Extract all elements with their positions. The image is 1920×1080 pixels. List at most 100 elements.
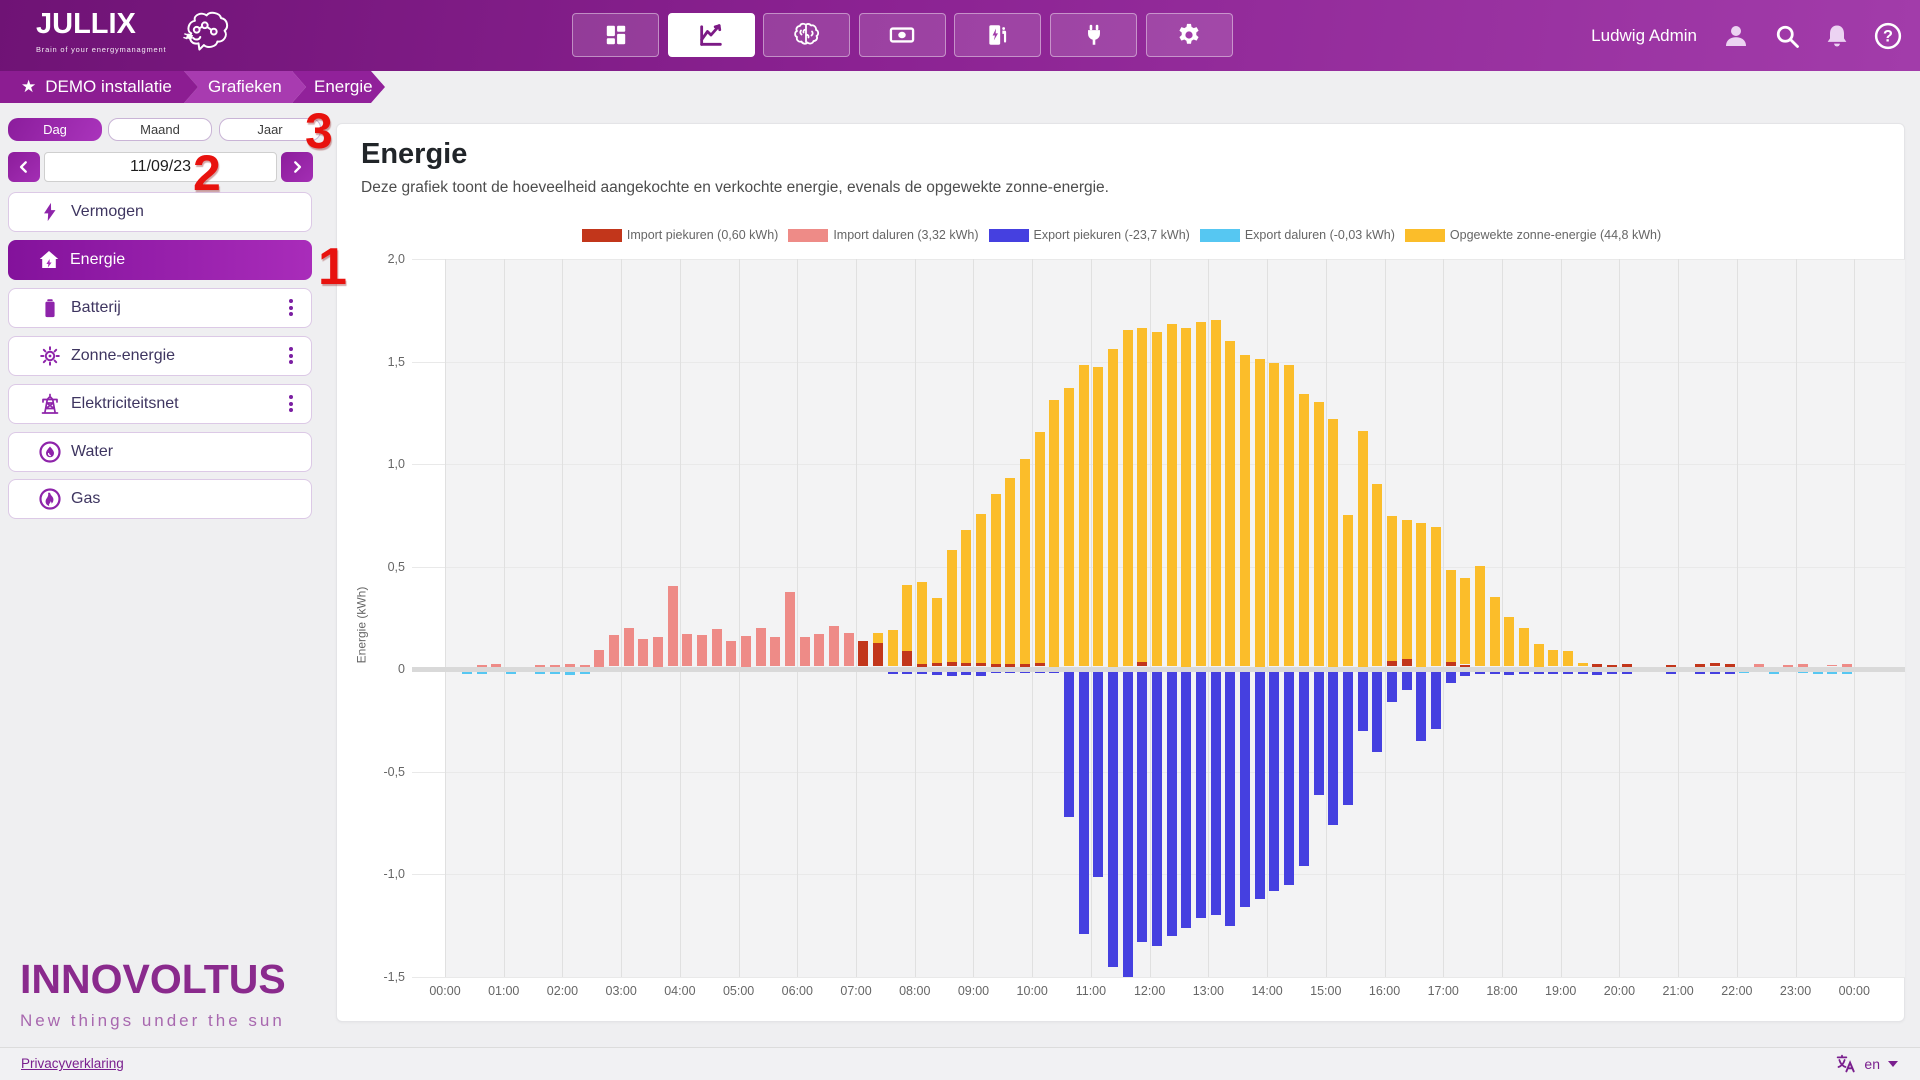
bar-segment	[931, 663, 942, 667]
annotation-1: 1	[318, 238, 347, 296]
chevron-left-icon	[19, 161, 27, 173]
bar-segment	[1621, 671, 1632, 674]
user-profile-icon[interactable]	[1721, 21, 1751, 51]
y-axis-tick: -0,5	[383, 764, 405, 779]
privacy-link[interactable]: Privacyverklaring	[21, 1056, 124, 1071]
sidebar-item-batterij[interactable]: Batterij	[8, 287, 312, 328]
date-next-button[interactable]	[281, 152, 313, 182]
bar-segment	[1152, 671, 1162, 947]
bar-segment	[1122, 671, 1133, 977]
bar-segment	[990, 664, 1001, 667]
help-icon[interactable]: ?	[1873, 21, 1903, 51]
bar-segment	[1328, 418, 1339, 667]
nav-button-chart[interactable]	[667, 13, 755, 57]
bar-segment	[799, 636, 810, 667]
bar-segment	[1592, 671, 1603, 675]
bar-segment	[1093, 671, 1104, 877]
x-axis-tick: 19:00	[1545, 984, 1577, 998]
item-options-menu[interactable]	[285, 343, 297, 368]
breadcrumb: ★ DEMO installatie Grafieken Energie	[0, 71, 1920, 103]
bar-segment	[1797, 671, 1808, 674]
bar-segment	[1460, 664, 1471, 667]
legend-label: Import piekuren (0,60 kWh)	[626, 228, 779, 242]
gridline-v	[1619, 259, 1621, 977]
breadcrumb-energie[interactable]: Energie	[292, 71, 385, 103]
bar-segment	[1005, 671, 1016, 674]
breadcrumb-grafieken[interactable]: Grafieken	[184, 71, 306, 103]
legend-item[interactable]: Import piekuren (0,60 kWh)	[581, 228, 779, 242]
app-logo[interactable]: JULLIX Brain of your energymanagment	[36, 8, 229, 54]
date-input[interactable]	[44, 152, 277, 182]
logo-tagline: Brain of your energymanagment	[36, 45, 167, 54]
y-axis-title: Energie (kWh)	[354, 586, 369, 664]
sidebar-item-energie[interactable]: Energie	[8, 239, 312, 280]
gas-flame-icon	[38, 487, 62, 511]
gridline-v	[973, 259, 975, 977]
sidebar-item-label: Batterij	[71, 298, 121, 316]
sidebar-item-water[interactable]: Water	[8, 431, 312, 472]
gear-icon	[1179, 23, 1199, 44]
bar-segment	[740, 636, 751, 667]
bar-segment	[1137, 671, 1148, 943]
sidebar-item-elektriciteitsnet[interactable]: Elektriciteitsnet	[8, 383, 312, 424]
bar-segment	[682, 633, 693, 667]
bar-segment	[1841, 664, 1852, 667]
sidebar-item-vermogen[interactable]: Vermogen	[8, 192, 312, 232]
user-name[interactable]: Ludwig Admin	[1591, 25, 1697, 45]
item-options-menu[interactable]	[285, 391, 297, 416]
y-axis-tick: 1,5	[387, 354, 405, 369]
date-prev-button[interactable]	[8, 152, 40, 182]
nav-button-ev-charger[interactable]	[954, 13, 1042, 57]
bar-segment	[917, 582, 928, 664]
breadcrumb-installation[interactable]: ★ DEMO installatie	[0, 71, 198, 103]
annotation-3: 3	[305, 103, 333, 159]
legend-item[interactable]: Opgewekte zonne-energie (44,8 kWh)	[1404, 228, 1661, 242]
item-options-menu[interactable]	[285, 295, 297, 320]
bar-segment	[1049, 671, 1060, 674]
nav-button-plug[interactable]	[1050, 13, 1137, 57]
legend-swatch	[1199, 228, 1240, 242]
star-icon: ★	[21, 77, 37, 96]
legend-item[interactable]: Export piekuren (-23,7 kWh)	[988, 228, 1190, 242]
bar-segment	[946, 662, 957, 667]
sidebar-item-label: Gas	[71, 490, 101, 508]
gridline-v	[1325, 259, 1327, 977]
bar-segment	[1504, 617, 1515, 667]
language-selector[interactable]: en	[1835, 1053, 1898, 1074]
bar-segment	[1005, 664, 1016, 667]
legend-item[interactable]: Import daluren (3,32 kWh)	[788, 228, 979, 242]
tab-maand[interactable]: Maand	[108, 118, 212, 141]
bar-segment	[843, 633, 854, 667]
bar-segment	[564, 671, 575, 675]
x-axis-tick: 21:00	[1662, 984, 1694, 998]
bar-segment	[1284, 365, 1295, 667]
bar-segment	[1107, 671, 1118, 967]
bar-segment	[961, 663, 972, 667]
chevron-down-icon	[1888, 1060, 1898, 1067]
sidebar-item-label: Vermogen	[71, 203, 144, 220]
bar-segment	[1240, 671, 1251, 908]
bar-segment	[1474, 671, 1485, 674]
bar-segment	[887, 629, 898, 667]
nav-button-money[interactable]	[858, 13, 946, 57]
sidebar-item-zonne-energie[interactable]: Zonne-energie	[8, 335, 312, 376]
lightning-icon	[38, 200, 62, 224]
bar-segment	[711, 628, 722, 667]
nav-button-brain[interactable]	[763, 13, 851, 57]
brand-name: INNOVOLTUS	[20, 956, 286, 1002]
notifications-bell-icon[interactable]	[1823, 22, 1851, 50]
tab-dag[interactable]: Dag	[8, 118, 102, 141]
legend-item[interactable]: Export daluren (-0,03 kWh)	[1199, 228, 1395, 242]
chart-legend: Import piekuren (0,60 kWh) Import daluren…	[337, 228, 1906, 242]
chart-card: Energie Deze grafiek toont de hoeveelhei…	[336, 123, 1905, 1022]
gridline-v	[1267, 259, 1269, 977]
search-icon[interactable]	[1773, 22, 1801, 50]
nav-button-dashboard[interactable]	[572, 13, 659, 57]
bar-segment	[1416, 671, 1427, 742]
x-axis-tick: 04:00	[664, 984, 696, 998]
sidebar-item-label: Elektriciteitsnet	[71, 394, 179, 412]
nav-button-gear[interactable]	[1145, 13, 1233, 57]
gridline-v	[1736, 259, 1738, 977]
sidebar-item-gas[interactable]: Gas	[8, 479, 312, 520]
tab-jaar[interactable]: Jaar	[219, 118, 321, 141]
